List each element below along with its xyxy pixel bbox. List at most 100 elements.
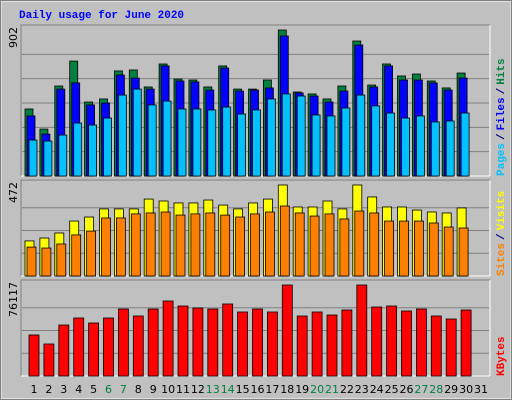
- bar: [460, 112, 470, 177]
- legend: KBytes: [496, 336, 508, 376]
- legend-entry: KBytes: [496, 336, 508, 376]
- bar: [207, 109, 217, 177]
- x-tick-label: 20: [310, 383, 324, 396]
- x-tick-label: 29: [444, 383, 458, 396]
- bar: [222, 106, 232, 177]
- bar: [430, 315, 442, 377]
- legend: Sites / Visits: [496, 191, 508, 276]
- bar: [190, 213, 201, 277]
- bar: [205, 212, 216, 277]
- bar: [445, 318, 457, 377]
- x-tick-label: 28: [429, 383, 443, 396]
- bar: [384, 220, 395, 277]
- bar: [399, 220, 409, 277]
- bar: [401, 117, 410, 177]
- bar: [145, 212, 156, 277]
- legend-entry: Visits: [496, 191, 508, 231]
- bar: [160, 211, 171, 277]
- chart-title: Daily usage for June 2020: [19, 10, 184, 22]
- bar: [41, 247, 52, 277]
- x-tick-label: 31: [474, 383, 488, 396]
- bar: [443, 226, 454, 277]
- x-tick-label: 11: [176, 383, 190, 396]
- bar: [175, 214, 186, 277]
- bar: [445, 120, 455, 177]
- bar: [296, 95, 306, 177]
- bar: [192, 108, 202, 177]
- bar: [118, 308, 129, 377]
- x-tick-label: 19: [295, 383, 309, 396]
- bar: [356, 284, 368, 377]
- x-tick-label: 15: [236, 383, 250, 396]
- bar: [56, 243, 67, 277]
- x-tick-label: 3: [60, 383, 67, 396]
- bar: [58, 134, 68, 177]
- bar: [147, 308, 159, 377]
- bar: [222, 303, 234, 377]
- bar: [369, 212, 380, 277]
- bar: [177, 305, 189, 377]
- x-tick-label: 21: [325, 383, 339, 396]
- bar: [88, 124, 97, 177]
- legend-separator: /: [496, 87, 508, 94]
- bar: [401, 310, 412, 377]
- bar: [341, 107, 351, 177]
- bar: [281, 284, 293, 377]
- bar: [103, 317, 114, 377]
- x-tick-label: 6: [105, 383, 112, 396]
- x-tick-label: 14: [221, 383, 235, 396]
- bar: [71, 234, 82, 277]
- bar: [386, 112, 396, 177]
- x-tick-label: 4: [75, 383, 82, 396]
- bar: [339, 218, 350, 277]
- bar: [294, 212, 305, 277]
- bar: [430, 121, 440, 177]
- bar: [356, 94, 366, 177]
- bar: [103, 117, 112, 177]
- bar: [311, 114, 321, 177]
- x-tick-label: 25: [385, 383, 399, 396]
- x-tick-label: 30: [459, 383, 473, 396]
- bar: [43, 140, 53, 177]
- bar: [220, 214, 231, 277]
- x-tick-label: 27: [414, 383, 428, 396]
- bar: [264, 211, 275, 277]
- bar: [73, 122, 83, 177]
- bar: [192, 307, 204, 377]
- bar: [235, 216, 246, 277]
- bar: [326, 115, 336, 177]
- x-tick-label: 26: [400, 383, 414, 396]
- x-tick-label: 9: [150, 383, 157, 396]
- bar: [252, 109, 261, 177]
- bar: [162, 100, 172, 177]
- x-tick-label: 16: [251, 383, 265, 396]
- legend-entry: Hits: [496, 58, 508, 84]
- bar: [458, 227, 469, 277]
- bar: [207, 308, 219, 377]
- bar: [266, 98, 276, 177]
- y-tick-label: 902: [7, 27, 20, 48]
- x-tick-label: 2: [45, 383, 52, 396]
- bar: [279, 205, 290, 277]
- bar: [326, 314, 338, 377]
- x-tick-label: 7: [120, 383, 127, 396]
- bar: [58, 324, 70, 377]
- bar: [341, 309, 353, 377]
- bar: [132, 315, 144, 377]
- y-tick-label: 76117: [7, 282, 20, 317]
- bar: [118, 94, 127, 177]
- bar: [386, 305, 398, 377]
- bar: [324, 213, 335, 277]
- bar: [162, 300, 174, 377]
- x-tick-label: 10: [161, 383, 175, 396]
- bar: [88, 322, 99, 377]
- bar: [147, 104, 157, 177]
- bar: [415, 308, 427, 377]
- legend-entry: Pages: [496, 143, 508, 176]
- x-tick-label: 8: [135, 383, 142, 396]
- x-tick-label: 13: [206, 383, 220, 396]
- x-tick-label: 23: [355, 383, 369, 396]
- x-tick-label: 18: [280, 383, 294, 396]
- bar: [460, 309, 472, 377]
